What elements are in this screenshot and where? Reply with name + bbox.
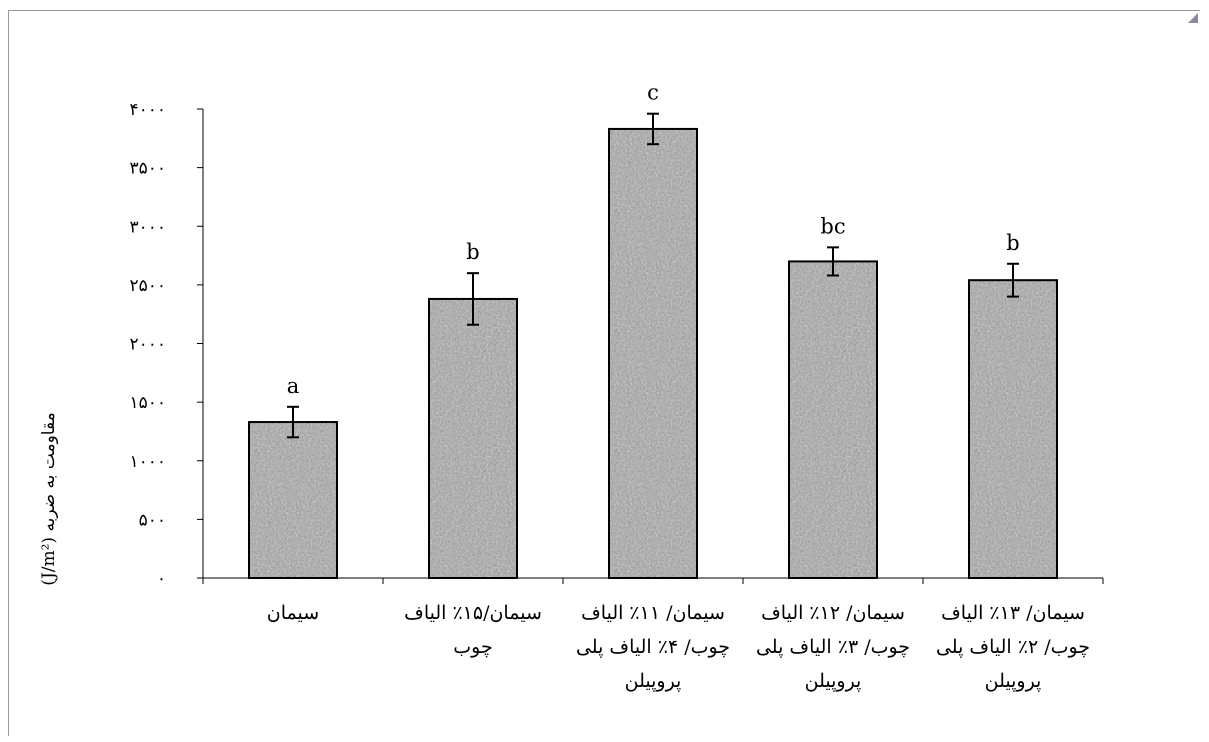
x-tick-label-line: سیمان/ ۱۲٪ الیاف xyxy=(761,602,905,624)
x-tick-label: سیمان/ ۱۱٪ الیاف چوب/ ۴٪ الیاف پلی پروپیلن xyxy=(565,596,741,698)
y-tick-label: ۰ xyxy=(157,569,166,589)
bar xyxy=(248,421,338,579)
chart-frame xyxy=(8,10,1200,736)
x-tick-label-line: چوب xyxy=(453,636,493,658)
y-axis-label: مقاومت به ضربه (J/m²) xyxy=(39,412,59,586)
y-tick-label: ۴۰۰۰ xyxy=(129,100,166,120)
y-tick-label: ۲۵۰۰ xyxy=(129,276,166,296)
corner-mark-icon xyxy=(1188,13,1198,23)
x-tick-label-line: سیمان/ ۱۱٪ الیاف xyxy=(581,602,725,624)
bar xyxy=(608,127,698,579)
y-tick-label: ۱۰۰۰ xyxy=(129,452,166,472)
x-tick-label: سیمان xyxy=(205,596,381,630)
group-letter-label: b xyxy=(466,240,479,264)
x-tick-label-line: پروپیلن xyxy=(984,670,1042,692)
x-tick-label-line: سیمان/۱۵٪ الیاف xyxy=(404,602,542,624)
group-letter-label: b xyxy=(1006,231,1019,255)
y-tick-label: ۳۰۰۰ xyxy=(129,217,166,237)
x-tick-label-line: چوب/ ۴٪ الیاف پلی xyxy=(575,636,731,658)
y-tick-label: ۳۵۰۰ xyxy=(129,159,166,179)
group-letter-label: a xyxy=(287,374,300,398)
x-tick-label-line: سیمان xyxy=(266,602,320,624)
y-tick-label: ۵۰۰ xyxy=(139,510,166,530)
x-tick-label-line: پروپیلن xyxy=(624,670,682,692)
x-tick-label: سیمان/ ۱۲٪ الیاف چوب/ ۳٪ الیاف پلی پروپیلن xyxy=(745,596,921,698)
bar xyxy=(788,260,878,579)
x-tick-label-line: چوب/ ۳٪ الیاف پلی xyxy=(755,636,911,658)
chart-axes: ۰ ۵۰۰ ۱۰۰۰ ۱۵۰۰ ۲۰۰۰ ۲۵۰۰ ۳۰۰۰ ۳۵۰۰ ۴۰۰۰ xyxy=(129,100,1104,589)
group-letter-label: bc xyxy=(820,214,845,238)
x-tick-label: سیمان/ ۱۳٪ الیاف چوب/ ۲٪ الیاف پلی پروپیلن xyxy=(925,596,1101,698)
bar xyxy=(428,297,518,579)
y-tick-label: ۲۰۰۰ xyxy=(129,335,166,355)
x-tick-label-line: سیمان/ ۱۳٪ الیاف xyxy=(941,602,1085,624)
bar xyxy=(968,279,1058,579)
x-tick-label: سیمان/۱۵٪ الیاف چوب xyxy=(385,596,561,664)
group-letter-label: c xyxy=(647,81,659,105)
x-tick-label-line: پروپیلن xyxy=(804,670,862,692)
y-tick-label: ۱۵۰۰ xyxy=(129,393,166,413)
x-tick-label-line: چوب/ ۲٪ الیاف پلی xyxy=(935,636,1091,658)
